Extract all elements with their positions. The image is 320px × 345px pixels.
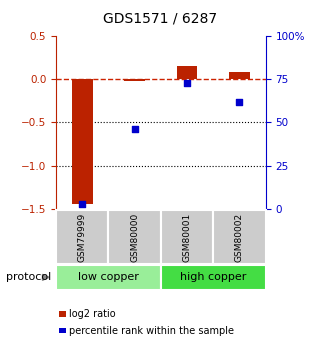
Bar [177, 66, 197, 79]
Text: GSM80002: GSM80002 [235, 213, 244, 262]
Text: protocol: protocol [6, 273, 52, 282]
Point [132, 127, 137, 132]
Bar [229, 71, 250, 79]
Point [237, 99, 242, 105]
Bar [124, 79, 145, 81]
Text: GSM80001: GSM80001 [182, 213, 191, 262]
Text: low copper: low copper [78, 273, 139, 282]
Text: GSM80000: GSM80000 [130, 213, 139, 262]
Point [80, 201, 85, 206]
Text: log2 ratio: log2 ratio [69, 309, 116, 319]
Text: percentile rank within the sample: percentile rank within the sample [69, 326, 235, 335]
Point [184, 80, 189, 86]
Text: GSM79999: GSM79999 [78, 213, 87, 262]
Text: GDS1571 / 6287: GDS1571 / 6287 [103, 12, 217, 26]
Bar [72, 79, 93, 204]
Text: high copper: high copper [180, 273, 246, 282]
